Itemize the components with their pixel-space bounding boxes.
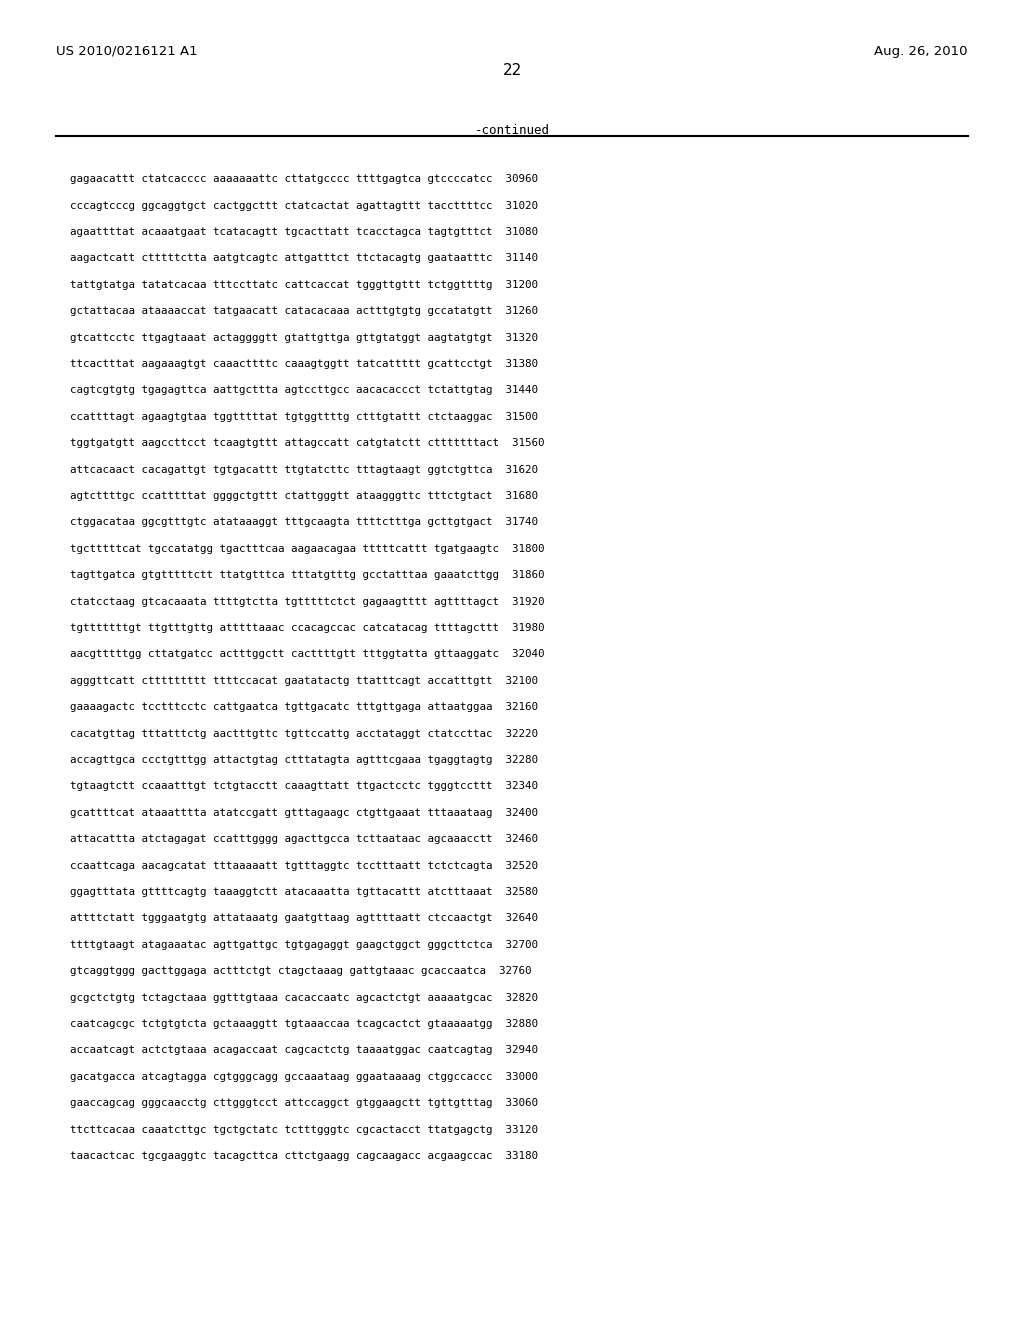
Text: gcattttcat ataaatttta atatccgatt gtttagaagc ctgttgaaat tttaaataag  32400: gcattttcat ataaatttta atatccgatt gtttaga… [70, 808, 538, 818]
Text: gctattacaa ataaaaccat tatgaacatt catacacaaa actttgtgtg gccatatgtt  31260: gctattacaa ataaaaccat tatgaacatt catacac… [70, 306, 538, 317]
Text: gaaccagcag gggcaacctg cttgggtcct attccaggct gtggaagctt tgttgtttag  33060: gaaccagcag gggcaacctg cttgggtcct attccag… [70, 1098, 538, 1109]
Text: tggtgatgtt aagccttcct tcaagtgttt attagccatt catgtatctt ctttttttact  31560: tggtgatgtt aagccttcct tcaagtgttt attagcc… [70, 438, 544, 449]
Text: attacattta atctagagat ccatttgggg agacttgcca tcttaataac agcaaacctt  32460: attacattta atctagagat ccatttgggg agacttg… [70, 834, 538, 845]
Text: agtcttttgc ccatttttat ggggctgttt ctattgggtt ataagggttc tttctgtact  31680: agtcttttgc ccatttttat ggggctgttt ctattgg… [70, 491, 538, 502]
Text: ctggacataa ggcgtttgtc atataaaggt tttgcaagta ttttctttga gcttgtgact  31740: ctggacataa ggcgtttgtc atataaaggt tttgcaa… [70, 517, 538, 528]
Text: aacgtttttgg cttatgatcc actttggctt cacttttgtt tttggtatta gttaaggatc  32040: aacgtttttgg cttatgatcc actttggctt cacttt… [70, 649, 544, 660]
Text: gtcaggtggg gacttggaga actttctgt ctagctaaag gattgtaaac gcaccaatca  32760: gtcaggtggg gacttggaga actttctgt ctagctaa… [70, 966, 531, 977]
Text: Aug. 26, 2010: Aug. 26, 2010 [874, 45, 968, 58]
Text: US 2010/0216121 A1: US 2010/0216121 A1 [56, 45, 198, 58]
Text: ccaattcaga aacagcatat tttaaaaatt tgtttaggtc tcctttaatt tctctcagta  32520: ccaattcaga aacagcatat tttaaaaatt tgtttag… [70, 861, 538, 871]
Text: agaattttat acaaatgaat tcatacagtt tgcacttatt tcacctagca tagtgtttct  31080: agaattttat acaaatgaat tcatacagtt tgcactt… [70, 227, 538, 238]
Text: tgtttttttgt ttgtttgttg atttttaaac ccacagccac catcatacag ttttagcttt  31980: tgtttttttgt ttgtttgttg atttttaaac ccacag… [70, 623, 544, 634]
Text: aagactcatt ctttttctta aatgtcagtc attgatttct ttctacagtg gaataatttc  31140: aagactcatt ctttttctta aatgtcagtc attgatt… [70, 253, 538, 264]
Text: accaatcagt actctgtaaa acagaccaat cagcactctg taaaatggac caatcagtag  32940: accaatcagt actctgtaaa acagaccaat cagcact… [70, 1045, 538, 1056]
Text: cccagtcccg ggcaggtgct cactggcttt ctatcactat agattagttt taccttttcc  31020: cccagtcccg ggcaggtgct cactggcttt ctatcac… [70, 201, 538, 211]
Text: ttcttcacaa caaatcttgc tgctgctatc tctttgggtc cgcactacct ttatgagctg  33120: ttcttcacaa caaatcttgc tgctgctatc tctttgg… [70, 1125, 538, 1135]
Text: accagttgca ccctgtttgg attactgtag ctttatagta agtttcgaaa tgaggtagtg  32280: accagttgca ccctgtttgg attactgtag ctttata… [70, 755, 538, 766]
Text: agggttcatt cttttttttt ttttccacat gaatatactg ttatttcagt accatttgtt  32100: agggttcatt cttttttttt ttttccacat gaatata… [70, 676, 538, 686]
Text: gagaacattt ctatcacccc aaaaaaattc cttatgcccc ttttgagtca gtccccatcc  30960: gagaacattt ctatcacccc aaaaaaattc cttatgc… [70, 174, 538, 185]
Text: gaaaagactc tcctttcctc cattgaatca tgttgacatc tttgttgaga attaatggaa  32160: gaaaagactc tcctttcctc cattgaatca tgttgac… [70, 702, 538, 713]
Text: tattgtatga tatatcacaa tttccttatc cattcaccat tgggttgttt tctggttttg  31200: tattgtatga tatatcacaa tttccttatc cattcac… [70, 280, 538, 290]
Text: taacactcac tgcgaaggtc tacagcttca cttctgaagg cagcaagacc acgaagccac  33180: taacactcac tgcgaaggtc tacagcttca cttctga… [70, 1151, 538, 1162]
Text: caatcagcgc tctgtgtcta gctaaaggtt tgtaaaccaa tcagcactct gtaaaaatgg  32880: caatcagcgc tctgtgtcta gctaaaggtt tgtaaac… [70, 1019, 538, 1030]
Text: ctatcctaag gtcacaaata ttttgtctta tgtttttctct gagaagtttt agttttagct  31920: ctatcctaag gtcacaaata ttttgtctta tgttttt… [70, 597, 544, 607]
Text: ttcactttat aagaaagtgt caaacttttc caaagtggtt tatcattttt gcattcctgt  31380: ttcactttat aagaaagtgt caaacttttc caaagtg… [70, 359, 538, 370]
Text: ttttgtaagt atagaaatac agttgattgc tgtgagaggt gaagctggct gggcttctca  32700: ttttgtaagt atagaaatac agttgattgc tgtgaga… [70, 940, 538, 950]
Text: tgtaagtctt ccaaatttgt tctgtacctt caaagttatt ttgactcctc tgggtccttt  32340: tgtaagtctt ccaaatttgt tctgtacctt caaagtt… [70, 781, 538, 792]
Text: attttctatt tgggaatgtg attataaatg gaatgttaag agttttaatt ctccaactgt  32640: attttctatt tgggaatgtg attataaatg gaatgtt… [70, 913, 538, 924]
Text: cacatgttag tttatttctg aactttgttc tgttccattg acctataggt ctatccttac  32220: cacatgttag tttatttctg aactttgttc tgttcca… [70, 729, 538, 739]
Text: 22: 22 [503, 63, 521, 78]
Text: tgctttttcat tgccatatgg tgactttcaa aagaacagaa tttttcattt tgatgaagtc  31800: tgctttttcat tgccatatgg tgactttcaa aagaac… [70, 544, 544, 554]
Text: gacatgacca atcagtagga cgtgggcagg gccaaataag ggaataaaag ctggccaccc  33000: gacatgacca atcagtagga cgtgggcagg gccaaat… [70, 1072, 538, 1082]
Text: gtcattcctc ttgagtaaat actaggggtt gtattgttga gttgtatggt aagtatgtgt  31320: gtcattcctc ttgagtaaat actaggggtt gtattgt… [70, 333, 538, 343]
Text: attcacaact cacagattgt tgtgacattt ttgtatcttc tttagtaagt ggtctgttca  31620: attcacaact cacagattgt tgtgacattt ttgtatc… [70, 465, 538, 475]
Text: -continued: -continued [474, 124, 550, 137]
Text: gcgctctgtg tctagctaaa ggtttgtaaa cacaccaatc agcactctgt aaaaatgcac  32820: gcgctctgtg tctagctaaa ggtttgtaaa cacacca… [70, 993, 538, 1003]
Text: ggagtttata gttttcagtg taaaggtctt atacaaatta tgttacattt atctttaaat  32580: ggagtttata gttttcagtg taaaggtctt atacaaa… [70, 887, 538, 898]
Text: ccattttagt agaagtgtaa tggtttttat tgtggttttg ctttgtattt ctctaaggac  31500: ccattttagt agaagtgtaa tggtttttat tgtggtt… [70, 412, 538, 422]
Text: tagttgatca gtgtttttctt ttatgtttca tttatgtttg gcctatttaa gaaatcttgg  31860: tagttgatca gtgtttttctt ttatgtttca tttatg… [70, 570, 544, 581]
Text: cagtcgtgtg tgagagttca aattgcttta agtccttgcc aacacaccct tctattgtag  31440: cagtcgtgtg tgagagttca aattgcttta agtcctt… [70, 385, 538, 396]
